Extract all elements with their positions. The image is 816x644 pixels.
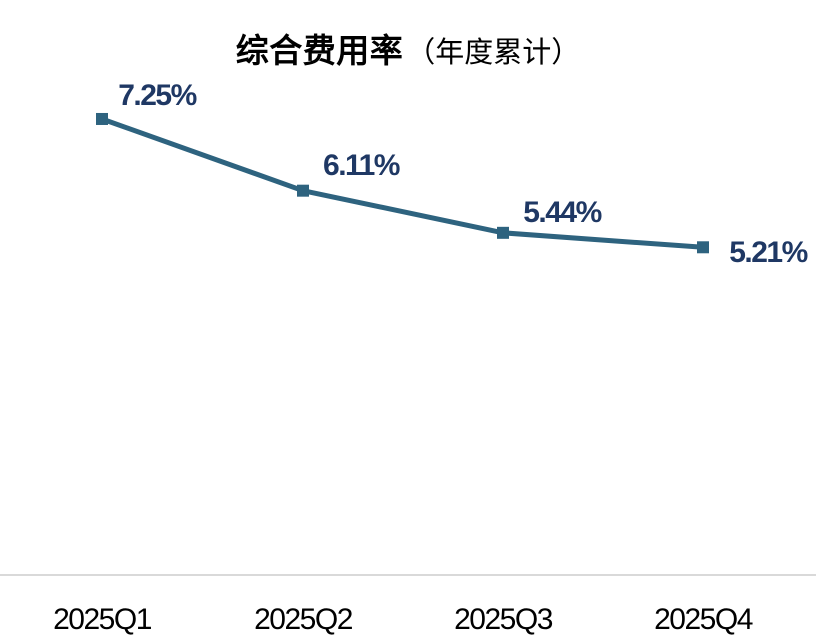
data-label-2025Q1: 7.25% xyxy=(118,78,197,112)
data-point-marker-2025Q4 xyxy=(697,241,709,254)
series-line xyxy=(99,116,706,250)
x-axis-label-2025Q4: 2025Q4 xyxy=(654,603,753,636)
x-axis-label-2025Q3: 2025Q3 xyxy=(454,603,553,636)
x-axis-label-2025Q1: 2025Q1 xyxy=(53,603,152,636)
data-point-marker-2025Q1 xyxy=(96,112,108,125)
data-point-marker-2025Q2 xyxy=(297,184,309,197)
x-axis-label-2025Q2: 2025Q2 xyxy=(254,603,353,636)
data-label-2025Q4: 5.21% xyxy=(729,236,808,270)
chart-title: 综合费用率 （年度累计） xyxy=(0,24,816,72)
data-label-2025Q2: 6.11% xyxy=(323,148,400,182)
x-axis-line xyxy=(0,574,816,576)
chart-title-main: 综合费用率 xyxy=(235,32,404,69)
data-point-marker-2025Q3 xyxy=(497,226,509,239)
chart-title-suffix: （年度累计） xyxy=(406,37,581,69)
data-label-2025Q3: 5.44% xyxy=(523,195,602,229)
